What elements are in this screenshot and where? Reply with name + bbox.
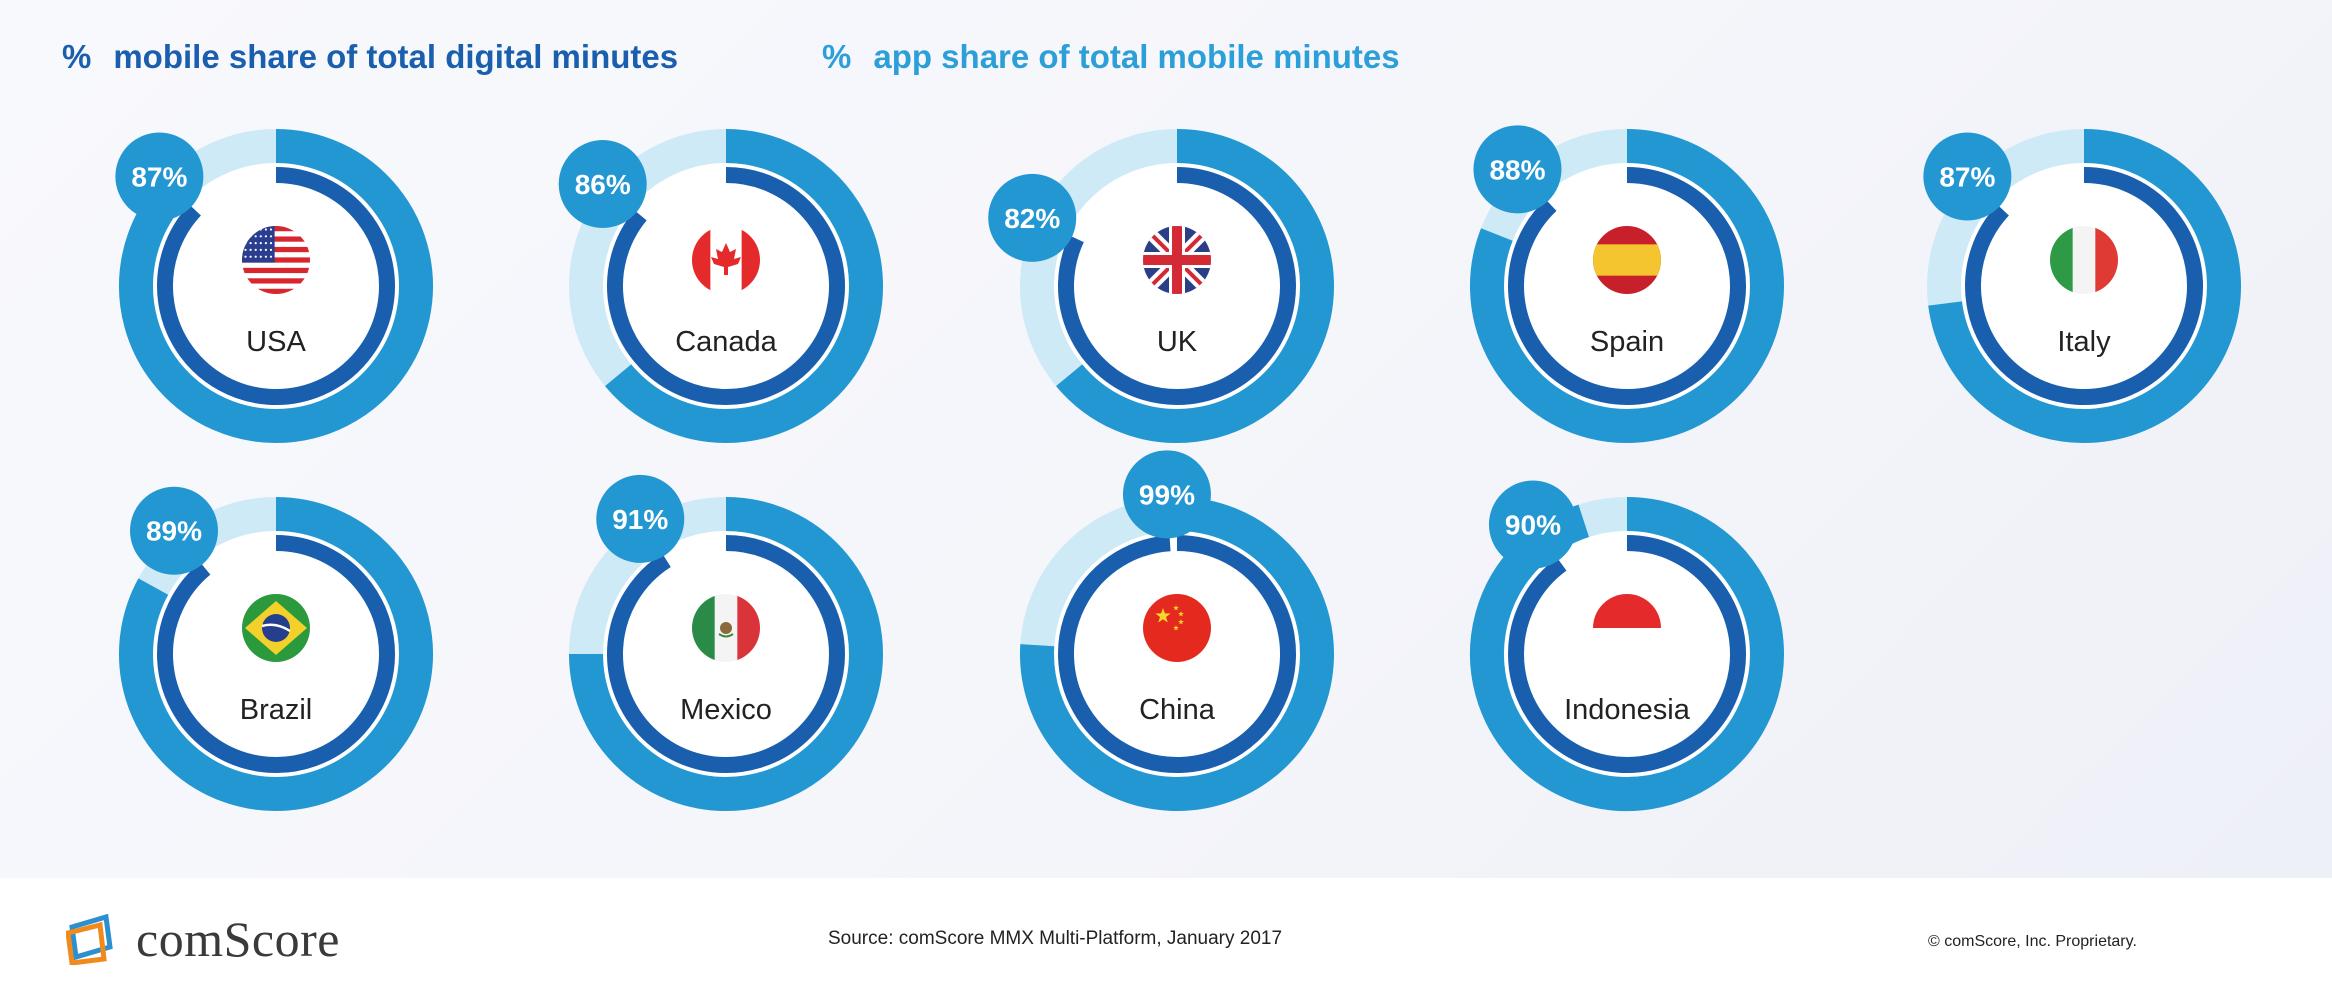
mobile-share-arc bbox=[1470, 129, 1784, 443]
donut-uk: UK 82% bbox=[988, 129, 1334, 443]
app-share-arc bbox=[607, 167, 845, 405]
legend-app-label: app share of total mobile minutes bbox=[873, 38, 1400, 75]
usa-flag bbox=[242, 226, 310, 294]
italy-flag bbox=[2050, 226, 2118, 294]
app-share-arc bbox=[1058, 535, 1297, 773]
app-share-badge bbox=[130, 486, 219, 575]
canada-flag bbox=[692, 226, 760, 294]
app-share-arc bbox=[1965, 167, 2203, 405]
country-label: Italy bbox=[2057, 326, 2111, 358]
app-share-value: 87% bbox=[1939, 161, 1995, 192]
copyright-note: © comScore, Inc. Proprietary. bbox=[1928, 933, 2137, 950]
donut-brazil: Brazil 89% bbox=[119, 486, 433, 811]
spain-flag bbox=[1593, 226, 1661, 294]
app-share-badge bbox=[1923, 132, 2012, 221]
donut-italy: Italy 87% bbox=[1923, 129, 2241, 443]
legend-app-symbol: % bbox=[822, 38, 852, 75]
donut-spain: Spain 88% bbox=[1470, 125, 1784, 443]
footer: comScore Source: comScore MMX Multi-Plat… bbox=[0, 878, 2332, 990]
app-share-badge bbox=[1488, 480, 1577, 569]
indonesia-flag bbox=[1593, 594, 1661, 662]
donut-china: China 99% bbox=[1020, 450, 1334, 811]
comscore-logo: comScore bbox=[66, 910, 340, 968]
app-share-arc bbox=[1508, 535, 1746, 773]
app-share-arc bbox=[157, 167, 395, 405]
app-share-value: 99% bbox=[1139, 479, 1195, 510]
mobile-share-arc bbox=[605, 129, 883, 443]
country-label: Brazil bbox=[240, 694, 313, 726]
country-label: Canada bbox=[675, 326, 777, 358]
uk-flag bbox=[1143, 226, 1211, 294]
country-label: China bbox=[1139, 694, 1216, 726]
app-share-arc bbox=[157, 535, 395, 773]
app-share-badge bbox=[596, 474, 685, 563]
donut-mexico: Mexico 91% bbox=[569, 474, 883, 811]
app-share-value: 89% bbox=[146, 516, 202, 547]
mobile-share-arc bbox=[1056, 129, 1334, 443]
country-label: Mexico bbox=[680, 694, 772, 726]
country-label: USA bbox=[246, 326, 306, 358]
donut-canada: Canada 86% bbox=[558, 129, 883, 443]
country-label: Spain bbox=[1590, 326, 1664, 358]
china-flag bbox=[1143, 594, 1211, 662]
app-share-badge bbox=[558, 140, 647, 229]
donut-usa: USA 87% bbox=[115, 129, 433, 443]
app-share-badge bbox=[1122, 450, 1211, 539]
mobile-share-arc bbox=[119, 497, 433, 811]
app-share-value: 86% bbox=[575, 169, 631, 200]
app-share-arc bbox=[1058, 167, 1296, 405]
legend-mobile-share: % mobile share of total digital minutes bbox=[62, 38, 678, 76]
country-label: Indonesia bbox=[1564, 694, 1691, 726]
source-note: Source: comScore MMX Multi-Platform, Jan… bbox=[828, 928, 1283, 949]
logo-text: comScore bbox=[136, 911, 340, 967]
comscore-logo-icon bbox=[66, 913, 113, 965]
app-share-value: 91% bbox=[612, 504, 668, 535]
app-share-value: 90% bbox=[1505, 510, 1561, 541]
donut-charts: USA 87% Canada 86% UK 82% Spain 88% Italy 87% Braz… bbox=[115, 125, 2241, 811]
app-share-badge bbox=[1473, 125, 1562, 214]
app-share-badge bbox=[115, 132, 204, 221]
app-share-arc bbox=[607, 535, 845, 773]
brazil-flag bbox=[242, 594, 310, 662]
country-label: UK bbox=[1157, 326, 1198, 358]
mobile-share-arc bbox=[1928, 129, 2241, 443]
donut-indonesia: Indonesia 90% bbox=[1470, 480, 1784, 811]
mobile-share-arc bbox=[569, 497, 883, 811]
app-share-value: 88% bbox=[1489, 154, 1545, 185]
legend-app-share: % app share of total mobile minutes bbox=[822, 38, 1400, 76]
mobile-share-arc bbox=[1020, 497, 1334, 811]
mobile-share-arc bbox=[119, 129, 433, 443]
legend-mobile-label: mobile share of total digital minutes bbox=[113, 38, 679, 75]
app-share-value: 87% bbox=[131, 161, 187, 192]
app-share-badge bbox=[988, 173, 1077, 262]
mexico-flag bbox=[692, 594, 760, 662]
app-share-arc bbox=[1508, 167, 1746, 405]
mobile-share-arc bbox=[1470, 497, 1784, 811]
app-share-value: 82% bbox=[1004, 203, 1060, 234]
legend-mobile-symbol: % bbox=[62, 38, 92, 75]
